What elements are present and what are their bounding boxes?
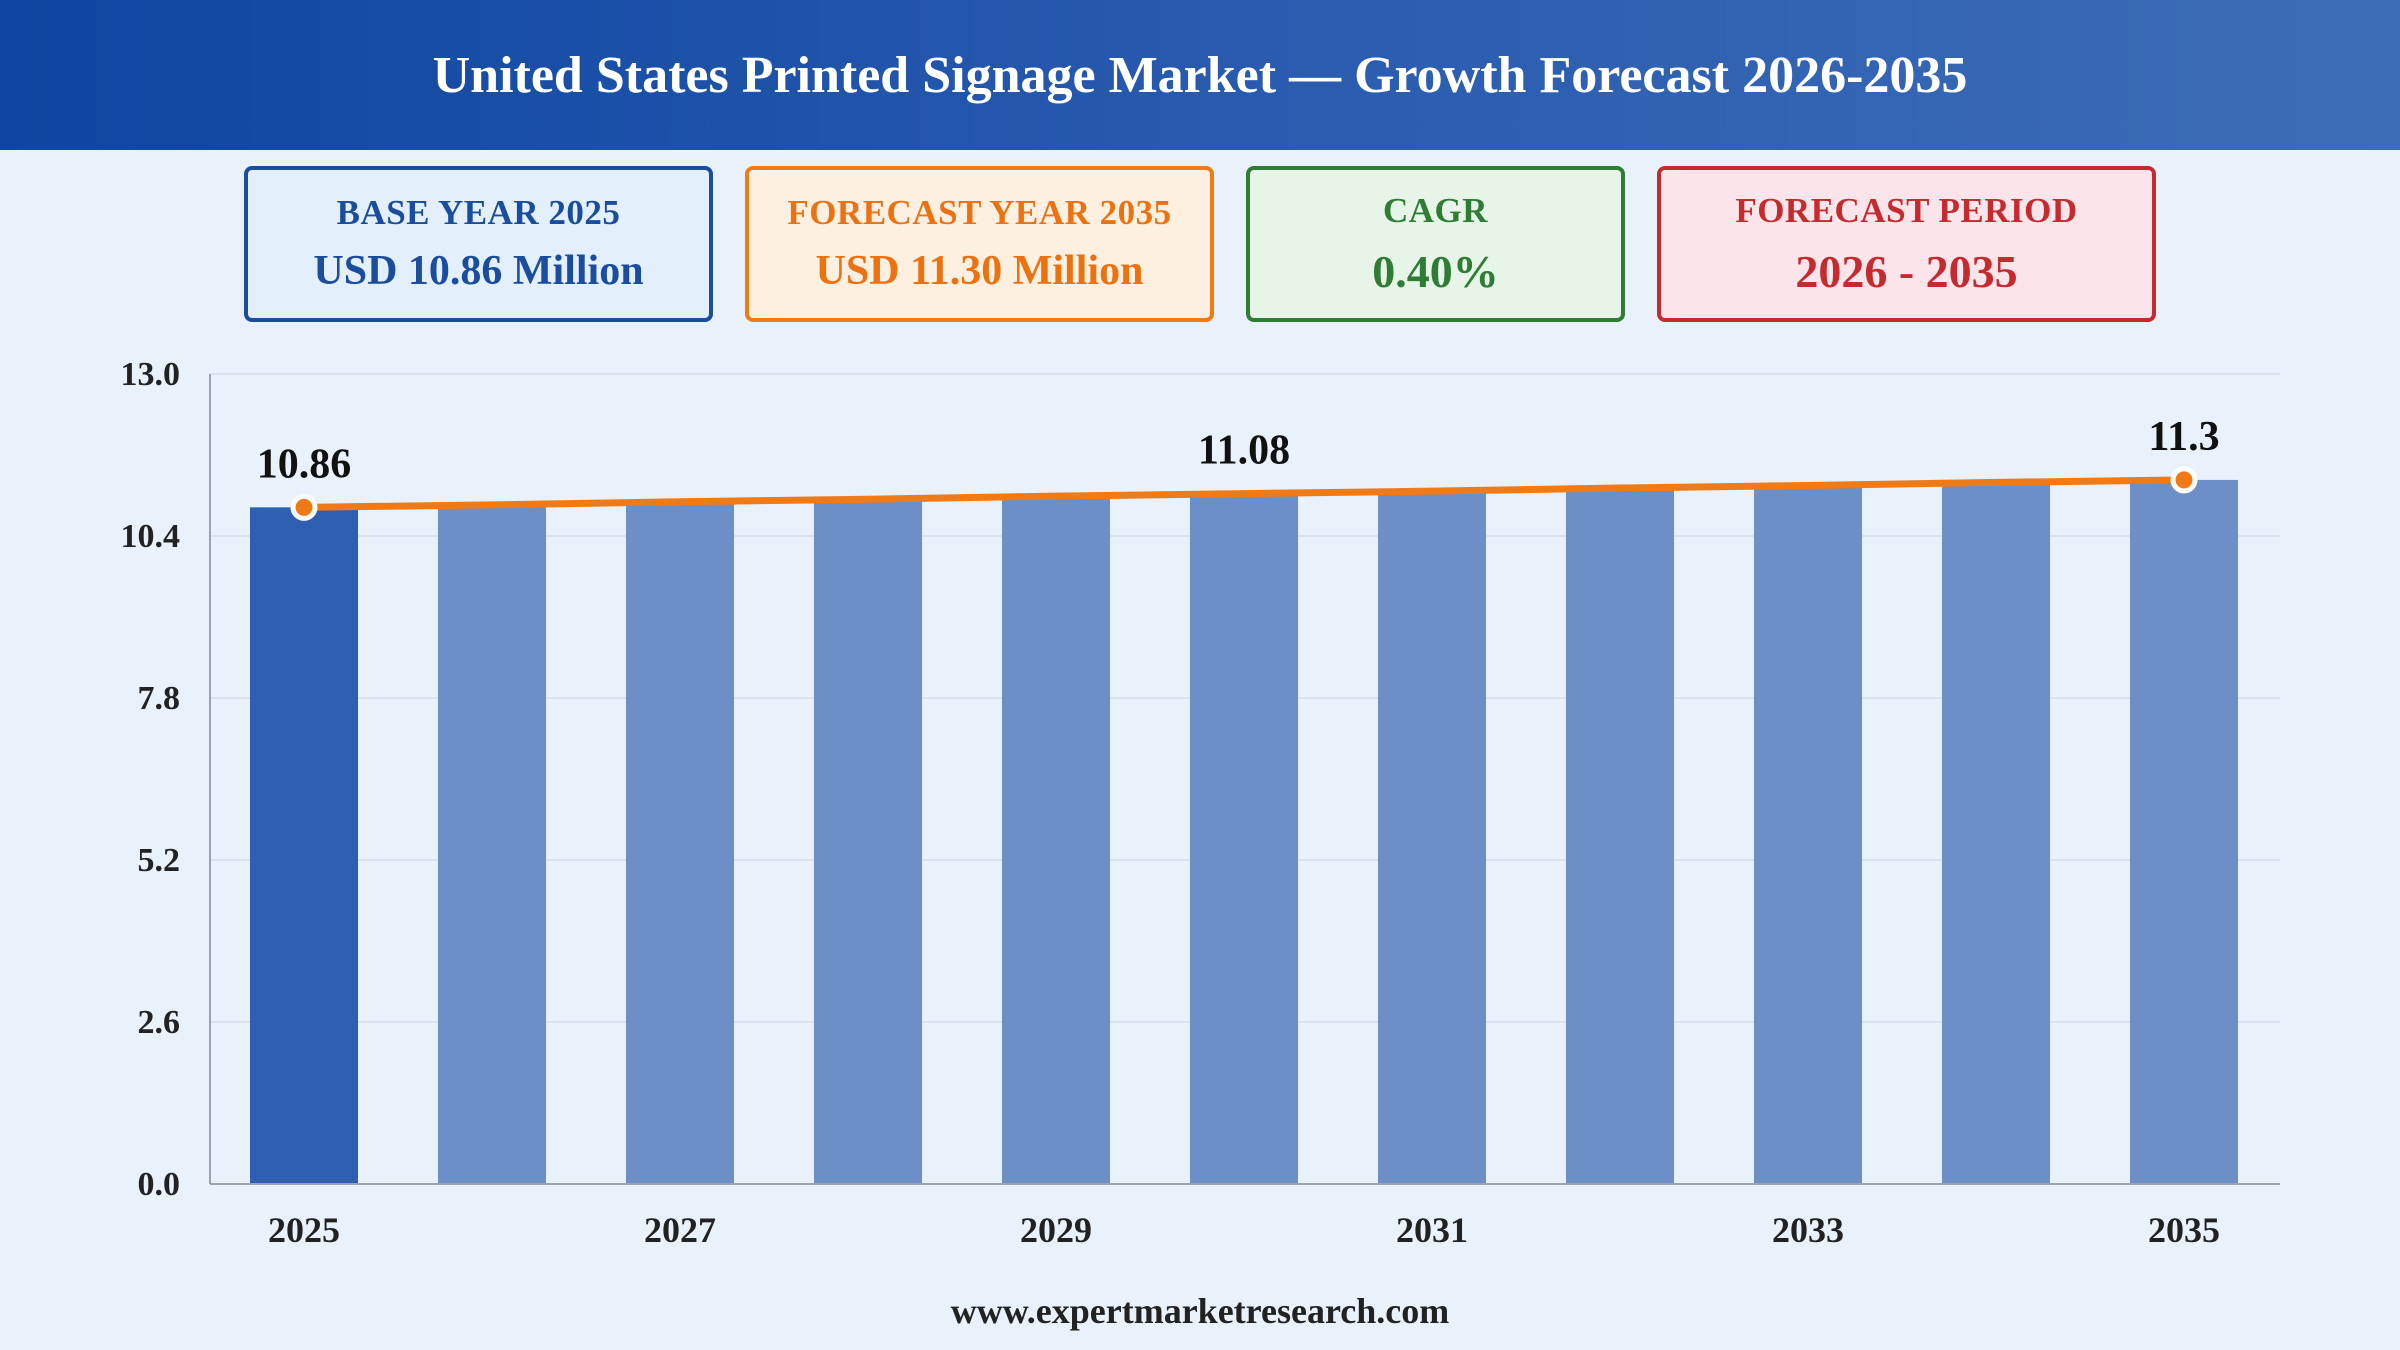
x-tick-label: 2031: [1396, 1210, 1468, 1250]
bar: [626, 501, 734, 1184]
bar: [1942, 482, 2050, 1184]
bar: [1378, 491, 1486, 1185]
bar: [1754, 485, 1862, 1184]
x-tick-label: 2033: [1772, 1210, 1844, 1250]
header-banner: United States Printed Signage Market — G…: [0, 0, 2400, 150]
x-tick-label: 2025: [268, 1210, 340, 1250]
x-tick-label: 2035: [2148, 1210, 2220, 1250]
data-label: 10.86: [257, 441, 352, 487]
bar: [438, 504, 546, 1184]
kpi-forecast-period-value: 2026 - 2035: [1795, 245, 2018, 297]
x-tick-label: 2027: [644, 1210, 716, 1250]
y-tick-label: 5.2: [138, 842, 181, 879]
bar: [1566, 488, 1674, 1184]
footer-url: www.expertmarketresearch.com: [950, 1291, 1450, 1331]
y-tick-label: 7.8: [138, 680, 181, 717]
kpi-forecast-period-label: FORECAST PERIOD: [1735, 190, 2078, 230]
y-tick-label: 2.6: [138, 1004, 181, 1041]
y-tick-label: 10.4: [121, 518, 181, 555]
bar: [1002, 496, 1110, 1185]
kpi-base-year: BASE YEAR 2025 USD 10.86 Million: [244, 166, 713, 322]
kpi-base-year-value: USD 10.86 Million: [313, 248, 644, 294]
page-title: United States Printed Signage Market — G…: [432, 46, 1968, 104]
data-label: 11.3: [2148, 414, 2219, 460]
kpi-cagr-value: 0.40%: [1372, 245, 1499, 297]
x-tick-label: 2029: [1020, 1210, 1092, 1250]
kpi-cagr: CAGR 0.40%: [1246, 166, 1625, 322]
kpi-forecast-year-value: USD 11.30 Million: [815, 248, 1144, 294]
bar: [250, 507, 358, 1184]
kpi-forecast-year-label: FORECAST YEAR 2035: [787, 193, 1172, 232]
kpi-cagr-label: CAGR: [1382, 190, 1489, 230]
y-tick-label: 13.0: [121, 356, 181, 393]
kpi-forecast-period: FORECAST PERIOD 2026 - 2035: [1657, 166, 2156, 322]
line-marker: [2170, 466, 2198, 494]
y-tick-label: 0.0: [138, 1166, 181, 1203]
bar: [2130, 479, 2238, 1184]
kpi-base-year-label: BASE YEAR 2025: [336, 193, 621, 232]
trend-line: [300, 476, 2188, 511]
bar-chart: 0.0 2.6 5.2 7.8 10.4 13.0 2025 2027 2029 2031 2033…: [121, 356, 2280, 1250]
bar: [814, 499, 922, 1184]
line-marker: [290, 493, 318, 521]
bar: [1190, 493, 1298, 1185]
data-label: 11.08: [1198, 428, 1290, 474]
kpi-forecast-year: FORECAST YEAR 2035 USD 11.30 Million: [745, 166, 1214, 322]
